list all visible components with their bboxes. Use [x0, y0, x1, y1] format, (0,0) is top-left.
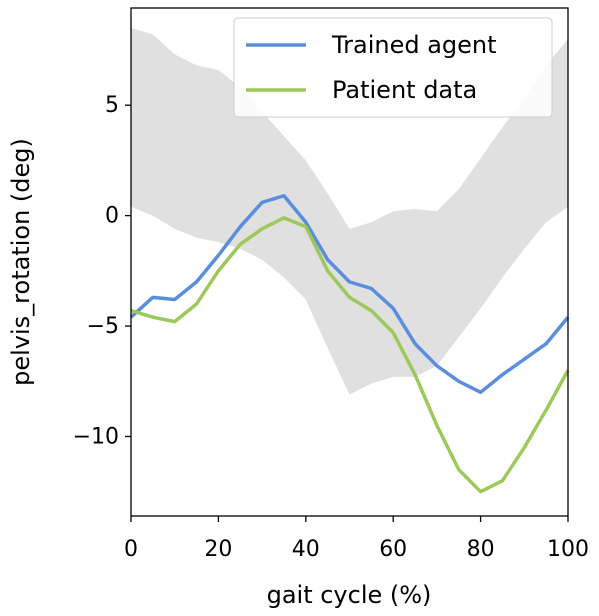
range-band	[131, 27, 568, 395]
x-tick-label: 20	[204, 537, 232, 562]
legend-label: Patient data	[332, 76, 477, 104]
x-tick-label: 40	[292, 537, 320, 562]
x-tick-label: 0	[124, 537, 138, 562]
x-axis-label: gait cycle (%)	[267, 581, 432, 609]
y-tick-label: 0	[105, 204, 119, 229]
x-tick-label: 60	[379, 537, 407, 562]
y-axis-label: pelvis_rotation (deg)	[7, 138, 35, 386]
x-tick-label: 80	[467, 537, 495, 562]
legend-box	[233, 17, 553, 118]
y-tick-label: 5	[105, 93, 119, 118]
series-line	[129, 193, 570, 395]
legend-label: Trained agent	[331, 31, 497, 59]
y-tick-label: −10	[73, 424, 119, 449]
x-tick-label: 100	[547, 537, 589, 562]
y-tick-label: −5	[87, 314, 119, 339]
plot-frame	[130, 7, 569, 517]
series-line	[130, 216, 570, 494]
